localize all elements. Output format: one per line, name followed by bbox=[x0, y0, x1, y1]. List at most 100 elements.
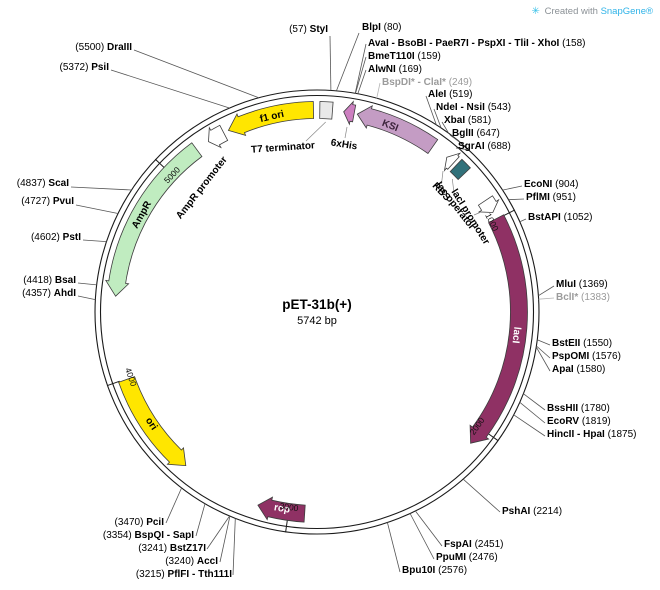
ampr-promoter-feature[interactable] bbox=[208, 124, 229, 149]
site-label-ndei-nsii[interactable]: NdeI - NsiI (543) bbox=[436, 102, 512, 113]
feature-label-connector bbox=[451, 178, 455, 198]
site-label-pspomi[interactable]: PspOMI (1576) bbox=[552, 351, 621, 362]
feature-label-connector bbox=[305, 121, 326, 142]
site-label-bsshii[interactable]: BssHII (1780) bbox=[547, 403, 610, 414]
site-label-psti[interactable]: (4602) PstI bbox=[30, 232, 81, 243]
leader-line bbox=[355, 56, 367, 94]
feature-label-connector bbox=[344, 126, 348, 139]
site-label-pflfi-tth111i[interactable]: (3215) PflFI - Tth111I bbox=[135, 569, 232, 580]
backbone-outer-circle bbox=[94, 89, 540, 535]
leader-line bbox=[513, 414, 546, 437]
site-label-bpu10i[interactable]: Bpu10I (2576) bbox=[402, 565, 468, 576]
leader-line bbox=[409, 513, 435, 560]
site-label-ecorv[interactable]: EcoRV (1819) bbox=[547, 416, 611, 427]
position-tick-marks bbox=[106, 158, 516, 533]
leader-line bbox=[165, 487, 182, 524]
site-label-styi[interactable]: (57) StyI bbox=[289, 24, 328, 35]
leader-line bbox=[77, 282, 97, 286]
plasmid-title-block: pET-31b(+) 5742 bp bbox=[282, 297, 351, 327]
site-label-bstz17i[interactable]: (3241) BstZ17I bbox=[138, 543, 206, 554]
leader-line bbox=[535, 346, 551, 372]
f1-ori-feature[interactable] bbox=[227, 101, 315, 137]
watermark-brand: SnapGene® bbox=[600, 6, 653, 17]
leader-line bbox=[354, 43, 367, 94]
ampr-feature[interactable] bbox=[104, 142, 203, 297]
leader-line bbox=[415, 510, 443, 547]
rbs-feature[interactable] bbox=[443, 152, 462, 172]
6xhis-feature[interactable] bbox=[343, 100, 357, 126]
backbone-inner-circle bbox=[99, 94, 535, 530]
site-label-hincii-hpai[interactable]: HincII - HpaI (1875) bbox=[547, 429, 637, 440]
leader-line bbox=[232, 518, 236, 576]
laci-label[interactable]: lacI bbox=[509, 326, 523, 344]
features-layer bbox=[104, 100, 528, 523]
site-label-pvui[interactable]: (4727) PvuI bbox=[21, 196, 74, 207]
leader-line bbox=[508, 198, 525, 201]
site-label-bglii[interactable]: BglII (647) bbox=[452, 128, 500, 139]
leader-line bbox=[387, 522, 401, 573]
site-label-pcii[interactable]: (3470) PciI bbox=[114, 517, 164, 528]
site-label-alei[interactable]: AleI (519) bbox=[428, 89, 473, 100]
leader-line bbox=[336, 32, 360, 92]
site-label-bsai[interactable]: (4418) BsaI bbox=[23, 275, 76, 286]
site-label-econi[interactable]: EcoNI (904) bbox=[524, 179, 579, 190]
lac-operator-feature[interactable] bbox=[449, 158, 471, 181]
site-label-avai-group[interactable]: AvaI - BsoBI - PaeR7I - PspXI - TliI - X… bbox=[368, 38, 586, 49]
leader-line bbox=[538, 285, 555, 297]
leader-line bbox=[502, 185, 523, 191]
leader-line bbox=[357, 69, 367, 94]
site-label-ppumi[interactable]: PpuMI (2476) bbox=[436, 552, 498, 563]
site-label-ahdi[interactable]: (4357) AhdI bbox=[22, 288, 76, 299]
leader-line bbox=[433, 108, 442, 129]
site-label-bsteii[interactable]: BstEII (1550) bbox=[552, 338, 613, 349]
site-label-bstapi[interactable]: BstAPI (1052) bbox=[528, 212, 593, 223]
rop-feature[interactable] bbox=[257, 496, 306, 523]
site-label-draiii[interactable]: (5500) DraIII bbox=[75, 42, 132, 53]
ori-feature[interactable] bbox=[118, 376, 187, 467]
leader-line bbox=[77, 295, 96, 300]
leader-line bbox=[449, 134, 462, 144]
position-tick bbox=[487, 432, 499, 442]
t7-terminator-feature[interactable] bbox=[319, 101, 334, 120]
site-label-sgrai[interactable]: SgrAI (688) bbox=[458, 141, 511, 152]
leader-line bbox=[133, 49, 259, 99]
position-tick bbox=[285, 518, 288, 533]
site-label-mlui[interactable]: MluI (1369) bbox=[556, 279, 608, 290]
site-label-bspdi-clai[interactable]: BspDI* - ClaI* (249) bbox=[382, 77, 473, 88]
site-label-acci[interactable]: (3240) AccI bbox=[165, 556, 218, 567]
leader-line bbox=[376, 82, 381, 99]
site-label-apai[interactable]: ApaI (1580) bbox=[552, 364, 606, 375]
leader-line bbox=[462, 478, 501, 513]
site-label-scai[interactable]: (4837) ScaI bbox=[16, 178, 69, 189]
laci-feature[interactable] bbox=[469, 214, 528, 444]
leader-line bbox=[70, 186, 132, 191]
leader-line bbox=[519, 218, 527, 223]
site-label-bcli[interactable]: BclI* (1383) bbox=[556, 292, 610, 303]
laci-promoter-feature[interactable] bbox=[477, 195, 500, 213]
snapgene-watermark: ✳ Created with SnapGene® bbox=[532, 6, 653, 17]
leader-line bbox=[441, 121, 450, 134]
leader-line bbox=[523, 393, 546, 411]
plasmid-name: pET-31b(+) bbox=[282, 297, 352, 312]
watermark-prefix: Created with bbox=[544, 6, 598, 17]
site-label-xbai[interactable]: XbaI (581) bbox=[444, 115, 492, 126]
snapgene-icon: ✳ bbox=[531, 6, 540, 17]
leader-line bbox=[538, 297, 555, 300]
site-label-fspai[interactable]: FspAI (2451) bbox=[444, 539, 504, 550]
position-tick bbox=[502, 209, 516, 217]
leader-line bbox=[206, 515, 230, 550]
leader-line bbox=[455, 147, 469, 151]
plasmid-size: 5742 bp bbox=[297, 315, 337, 327]
site-label-blpi[interactable]: BlpI (80) bbox=[362, 22, 402, 33]
site-label-pflmi[interactable]: PflMI (951) bbox=[526, 192, 577, 203]
ksi-feature[interactable] bbox=[356, 104, 439, 155]
site-label-pshai[interactable]: PshAI (2214) bbox=[502, 506, 563, 517]
position-tick bbox=[154, 158, 166, 169]
site-label-bspqi-sapi[interactable]: (3354) BspQI - SapI bbox=[102, 530, 194, 541]
site-label-psii[interactable]: (5372) PsiI bbox=[59, 62, 109, 73]
site-label-bmet110i[interactable]: BmeT110I (159) bbox=[368, 51, 441, 62]
site-label-alwni[interactable]: AlwNI (169) bbox=[368, 64, 422, 75]
leader-line bbox=[195, 503, 206, 537]
